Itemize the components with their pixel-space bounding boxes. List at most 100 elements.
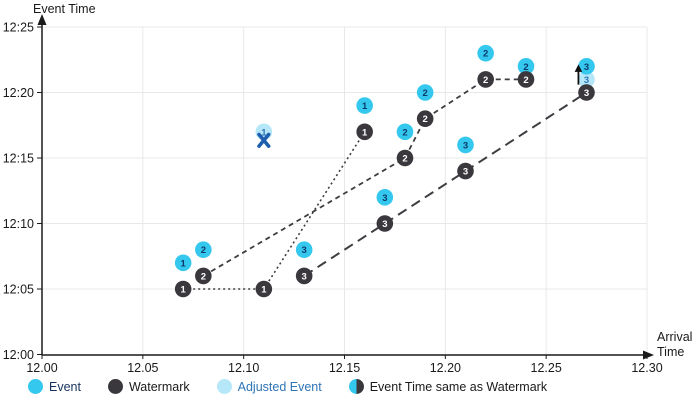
marker-circle: [477, 71, 494, 88]
y-tick-label: 12:10: [3, 217, 34, 231]
event-marker: 2: [477, 44, 494, 62]
event-marker: 1: [174, 254, 192, 272]
marker-number-label: 1: [181, 285, 187, 296]
axis-layer: 12:00 12:05 12:10 12:15 12:20 12:25 12.00 12.05…: [3, 14, 663, 375]
event-swatch-icon: [28, 379, 43, 394]
marker-circle: [295, 241, 313, 258]
x-axis-arrow-icon: [643, 350, 654, 360]
event-marker: 1: [356, 97, 373, 114]
legend-item-watermark: Watermark: [107, 379, 190, 394]
watermark-marker: 3: [457, 162, 474, 180]
marker-number-label: 3: [584, 62, 589, 73]
marker-number-label: 3: [382, 193, 387, 204]
marker-number-label: 2: [423, 88, 428, 99]
marker-circle: [457, 162, 474, 180]
event-marker: 3: [295, 241, 313, 258]
grid-layer: [42, 26, 648, 355]
event-marker: 3: [457, 136, 474, 154]
legend-label: Event Time same as Watermark: [369, 379, 548, 394]
marker-circle: [517, 71, 535, 88]
watermark-marker: 3: [578, 84, 595, 101]
marker-number-label: 2: [423, 114, 428, 125]
legend: Event Watermark Adjusted Event Event Tim…: [28, 379, 547, 394]
watermark-swatch-icon: [107, 379, 123, 394]
x-tick-label: 12.25: [531, 361, 562, 375]
watermark-marker: 2: [195, 267, 212, 285]
watermark-marker: 3: [295, 267, 313, 285]
marker-number-label: 1: [362, 101, 368, 112]
event-marker: 2: [195, 241, 212, 258]
marker-number-label: 3: [584, 75, 589, 86]
x-axis-title-line1: Arrival: [657, 330, 692, 344]
marker-number-label: 3: [382, 219, 387, 230]
marker-number-label: 1: [261, 127, 267, 138]
x-mark-icon: [257, 132, 271, 148]
legend-item-adjusted-event: Adjusted Event: [216, 379, 322, 394]
event-marker: 2: [416, 84, 434, 101]
marker-circle: [396, 123, 414, 141]
watermark-3-path: [303, 91, 588, 277]
y-tick-label: 12:05: [3, 282, 34, 296]
marker-number-label: 2: [483, 49, 488, 60]
adjusted-event-swatch-icon: [216, 379, 232, 394]
marker-number-label: 1: [362, 127, 368, 138]
marker-circle: [356, 123, 373, 141]
marker-number-label: 2: [201, 245, 206, 256]
x-tick-label: 12.05: [127, 361, 158, 375]
y-tick-label: 12:25: [3, 20, 34, 34]
marker-number-label: 2: [483, 75, 488, 86]
x-tick-label: 12.00: [26, 361, 57, 375]
x-tick-label: 12.30: [631, 361, 662, 375]
marker-circle: [457, 136, 474, 154]
y-tick-label: 12:20: [3, 86, 34, 100]
y-tick-label: 12:15: [3, 151, 34, 165]
marker-number-label: 3: [302, 271, 307, 282]
watermark-marker: 1: [255, 280, 273, 298]
half-event-half-watermark-swatch-icon: [348, 379, 364, 394]
marker-circle: [578, 71, 595, 88]
watermark-1-path: [183, 131, 366, 290]
marker-circle: [477, 44, 494, 62]
watermark-marker: 2: [416, 110, 434, 127]
adjusted-event-marker: 3: [578, 71, 595, 88]
y-axis-title: Event Time: [33, 2, 96, 16]
x-axis-title-line2: Time: [657, 345, 684, 359]
marker-circle: [396, 149, 414, 167]
marker-circle: [295, 267, 313, 285]
legend-label: Watermark: [128, 379, 190, 394]
marker-number-label: 2: [523, 62, 528, 73]
marker-circle: [195, 241, 212, 258]
marker-circle: [416, 110, 434, 127]
marker-circle: [255, 280, 273, 298]
marker-number-label: 3: [584, 88, 589, 99]
watermark-marker: 1: [356, 123, 373, 141]
marker-number-label: 2: [201, 271, 206, 282]
marker-circle: [416, 84, 434, 101]
marker-number-label: 2: [523, 75, 528, 86]
watermark-marker: 2: [396, 149, 414, 167]
marker-number-label: 3: [463, 167, 468, 178]
event-marker: 2: [517, 58, 535, 75]
marker-circle: [174, 280, 192, 298]
legend-item-event: Event: [28, 379, 81, 394]
legend-label: Adjusted Event: [237, 379, 322, 394]
watermark-2-path: [202, 78, 526, 277]
marker-number-label: 1: [181, 258, 187, 269]
event-marker: 2: [396, 123, 414, 141]
legend-item-event-same-as-watermark: Event Time same as Watermark: [348, 379, 548, 394]
marker-circle: [517, 58, 535, 75]
x-tick-label: 12.10: [228, 361, 259, 375]
annotation-layer: [257, 64, 583, 148]
x-tick-label: 12.20: [430, 361, 461, 375]
y-axis-arrow-icon: [37, 14, 47, 25]
marker-circle: [174, 254, 192, 272]
marker-number-label: 2: [402, 154, 407, 165]
marker-layer: 1 3 1 1 2 2 2 2 2 3 3 3 3 1 1 1 2 2 2 2 2 3 3 3 3: [174, 44, 595, 298]
event-marker: 3: [376, 189, 394, 206]
watermark-marker: 2: [517, 71, 535, 88]
watermark-marker: 2: [477, 71, 494, 88]
x-tick-label: 12.15: [329, 361, 360, 375]
watermark-marker: 1: [174, 280, 192, 298]
